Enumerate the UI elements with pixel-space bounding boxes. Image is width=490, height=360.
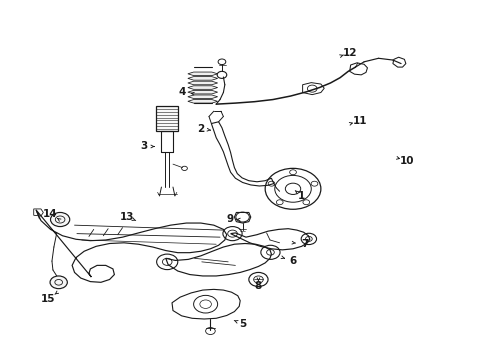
Text: 8: 8 [255, 281, 262, 291]
Text: 5: 5 [239, 319, 246, 329]
Text: 7: 7 [301, 239, 309, 249]
Polygon shape [188, 86, 218, 89]
Text: 6: 6 [290, 256, 296, 266]
Text: 9: 9 [226, 214, 233, 224]
Polygon shape [188, 90, 218, 94]
Text: 13: 13 [120, 212, 135, 222]
Text: 1: 1 [298, 191, 305, 201]
Polygon shape [156, 106, 178, 131]
Text: 15: 15 [41, 294, 55, 304]
Polygon shape [188, 81, 218, 85]
Text: 12: 12 [343, 48, 357, 58]
Text: 3: 3 [141, 141, 148, 152]
Polygon shape [188, 95, 218, 99]
Polygon shape [188, 100, 218, 103]
Text: 11: 11 [353, 116, 368, 126]
Circle shape [50, 276, 67, 289]
Text: 4: 4 [179, 87, 186, 97]
Text: 14: 14 [43, 208, 58, 219]
Polygon shape [188, 72, 218, 76]
Text: 2: 2 [197, 124, 204, 134]
Circle shape [50, 212, 70, 226]
Text: 10: 10 [400, 156, 415, 166]
Polygon shape [188, 77, 218, 80]
